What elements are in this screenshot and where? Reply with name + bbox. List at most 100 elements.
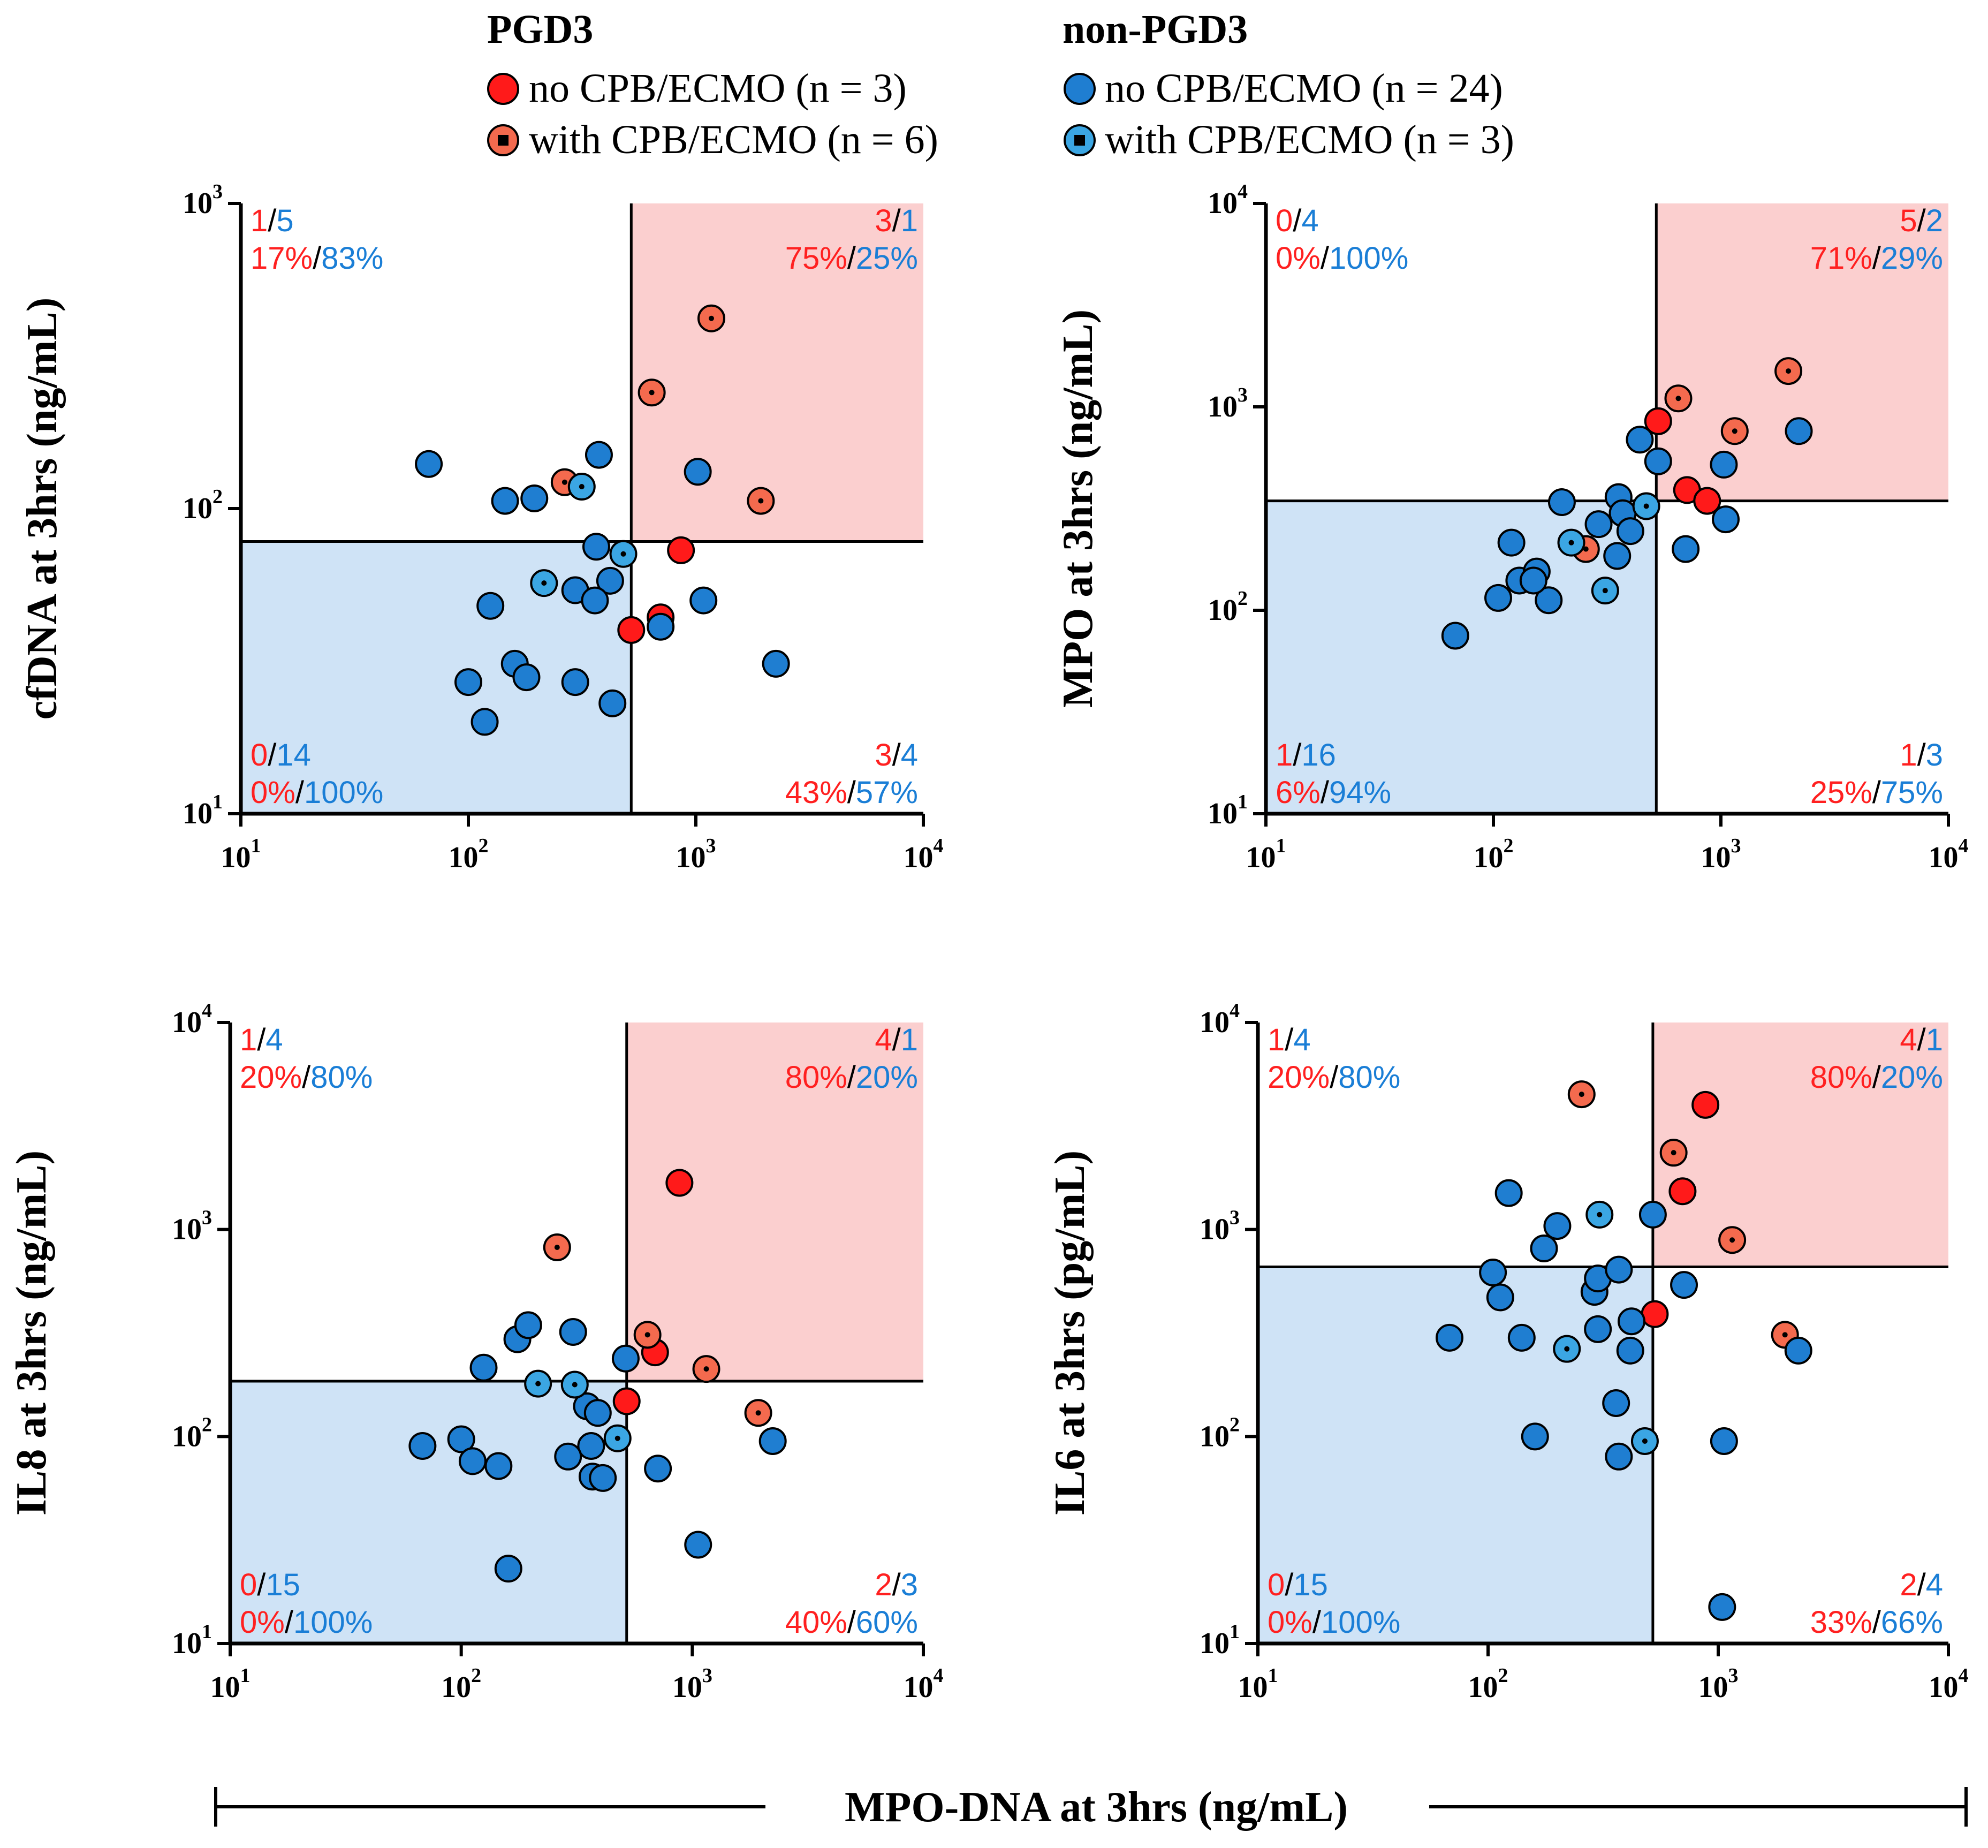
non-pgd3-no-cpb-point [1484, 584, 1513, 612]
cpb-center-dot [1732, 428, 1737, 434]
cpb-center-dot [541, 580, 547, 586]
non-pgd3-no-cpb-point [1584, 1315, 1612, 1343]
cpb-center-dot [1564, 1346, 1570, 1352]
quadrant-lr-counts: 3/4 [875, 738, 918, 772]
non-pgd3-no-cpb-point [1530, 1234, 1558, 1263]
y-tick-label: 101 [1200, 1620, 1240, 1660]
quadrant-ur-counts: 3/1 [875, 203, 918, 238]
non-pgd3-no-cpb-point [512, 663, 541, 692]
non-pgd3-no-cpb-point [598, 689, 627, 717]
non-pgd3-no-cpb-point [1519, 566, 1547, 595]
non-pgd3-no-cpb-point [1486, 1283, 1514, 1312]
y-tick-label: 102 [1208, 587, 1248, 627]
non-pgd3-no-cpb-point [1784, 1336, 1812, 1365]
x-tick-label: 104 [904, 1664, 944, 1704]
non-pgd3-no-cpb-point [559, 1318, 587, 1346]
panel-cfdna: 101 102 103 104 101 102 103 cfDNA at 3hrs (ng/m… [19, 180, 944, 874]
non-pgd3-no-cpb-point [1521, 1422, 1549, 1451]
quadrant-ll-counts: 0/15 [240, 1567, 300, 1602]
non-pgd3-no-cpb-point [1626, 426, 1654, 454]
non-pgd3-no-cpb-point [644, 1455, 672, 1483]
shared-x-label: MPO-DNA at 3hrs (ng/mL) [845, 1784, 1348, 1831]
cpb-center-dot [649, 390, 655, 396]
non-pgd3-no-cpb-point [454, 668, 482, 696]
non-pgd3-no-cpb-point [1616, 517, 1644, 546]
non-pgd3-no-cpb-point [1494, 1179, 1523, 1207]
non-pgd3-no-cpb-point [1497, 528, 1526, 557]
non-pgd3-no-cpb-point [1435, 1323, 1463, 1352]
y-tick-label: 101 [1208, 791, 1248, 830]
quadrant-lr-counts: 2/3 [875, 1567, 918, 1602]
quadrant-ul-percents: 17%/83% [251, 241, 383, 276]
y-axis-label: IL8 at 3hrs (ng/mL) [8, 1150, 55, 1516]
pgd3-no-cpb-point [612, 1387, 641, 1415]
non-pgd3-no-cpb-point [1670, 1271, 1698, 1299]
non-pgd3-no-cpb-point [1710, 450, 1738, 479]
legend-pgd3-no-label: no CPB/ECMO (n = 3) [529, 66, 907, 111]
non-pgd3-no-cpb-point [469, 1353, 498, 1382]
non-pgd3-no-cpb-point [684, 458, 712, 486]
legend-pgd3-no-marker [487, 73, 519, 105]
legend-pgd3-title: PGD3 [487, 7, 593, 52]
non-pgd3-no-cpb-point [611, 1344, 640, 1373]
non-pgd3-no-cpb-point [1479, 1258, 1507, 1286]
cpb-center-dot [614, 1435, 620, 1441]
cpb-center-dot [572, 1382, 578, 1388]
quadrant-upper-right [1656, 203, 1948, 501]
non-pgd3-no-cpb-point [647, 612, 675, 641]
pgd3-no-cpb-point [1641, 1300, 1669, 1328]
cpb-center-dot [1671, 1150, 1676, 1156]
cpb-center-dot [703, 1366, 709, 1372]
quadrant-ul-counts: 1/4 [240, 1023, 283, 1057]
cpb-center-dot [1729, 1237, 1735, 1243]
quadrant-ll-percents: 0%/100% [240, 1605, 373, 1640]
y-tick-label: 101 [183, 791, 223, 830]
y-tick-label: 104 [1208, 180, 1248, 220]
cpb-center-dot [1602, 588, 1608, 594]
x-tick-label: 104 [1929, 835, 1969, 874]
non-pgd3-no-cpb-point [762, 649, 790, 678]
non-pgd3-no-cpb-point [689, 586, 718, 615]
y-tick-label: 101 [172, 1620, 212, 1660]
non-pgd3-no-cpb-point [1638, 1200, 1667, 1229]
quadrant-ll-counts: 0/14 [251, 738, 311, 772]
x-tick-label: 104 [1929, 1664, 1969, 1704]
non-pgd3-no-cpb-point [520, 484, 549, 512]
y-axis-label: cfDNA at 3hrs (ng/mL) [19, 298, 66, 720]
quadrant-ll-counts: 0/15 [1268, 1567, 1328, 1602]
non-pgd3-no-cpb-point [1547, 488, 1576, 517]
quadrant-ll-percents: 0%/100% [251, 775, 383, 810]
non-pgd3-no-cpb-point [494, 1555, 522, 1583]
quadrant-lr-percents: 40%/60% [785, 1605, 918, 1640]
cpb-center-dot [554, 1244, 560, 1250]
cpb-center-dot [708, 315, 714, 321]
y-tick-label: 102 [1200, 1413, 1240, 1453]
y-tick-label: 104 [172, 999, 212, 1039]
x-tick-label: 102 [1474, 835, 1514, 874]
x-tick-label: 102 [1468, 1664, 1508, 1704]
x-tick-label: 101 [1238, 1664, 1278, 1704]
legend-non-no-marker [1064, 73, 1096, 105]
cpb-center-dot [1782, 1332, 1788, 1338]
quadrant-lr-percents: 43%/57% [785, 775, 918, 810]
quadrant-ul-counts: 1/5 [251, 203, 294, 238]
non-pgd3-no-cpb-point [583, 1399, 612, 1427]
quadrant-upper-right [631, 203, 923, 542]
x-tick-label: 103 [1698, 1664, 1739, 1704]
cpb-center-dot [1786, 368, 1792, 374]
non-pgd3-no-cpb-point [1441, 622, 1469, 650]
non-pgd3-no-cpb-point [758, 1427, 787, 1455]
cpb-center-dot [1675, 396, 1681, 402]
pgd3-no-cpb-point [617, 616, 646, 644]
non-pgd3-no-cpb-point [1712, 505, 1740, 534]
quadrant-ul-percents: 20%/80% [1268, 1060, 1400, 1095]
x-tick-label: 102 [449, 835, 489, 874]
quadrant-lr-counts: 2/4 [1900, 1567, 1943, 1602]
non-pgd3-no-cpb-point [484, 1452, 513, 1480]
y-axis-label: MPO at 3hrs (ng/mL) [1054, 309, 1102, 708]
non-pgd3-no-cpb-point [684, 1531, 712, 1559]
non-pgd3-no-cpb-point [1785, 417, 1813, 445]
quadrant-ll-counts: 1/16 [1276, 738, 1336, 772]
non-pgd3-no-cpb-point [554, 1442, 582, 1471]
cpb-center-dot [1583, 546, 1589, 552]
